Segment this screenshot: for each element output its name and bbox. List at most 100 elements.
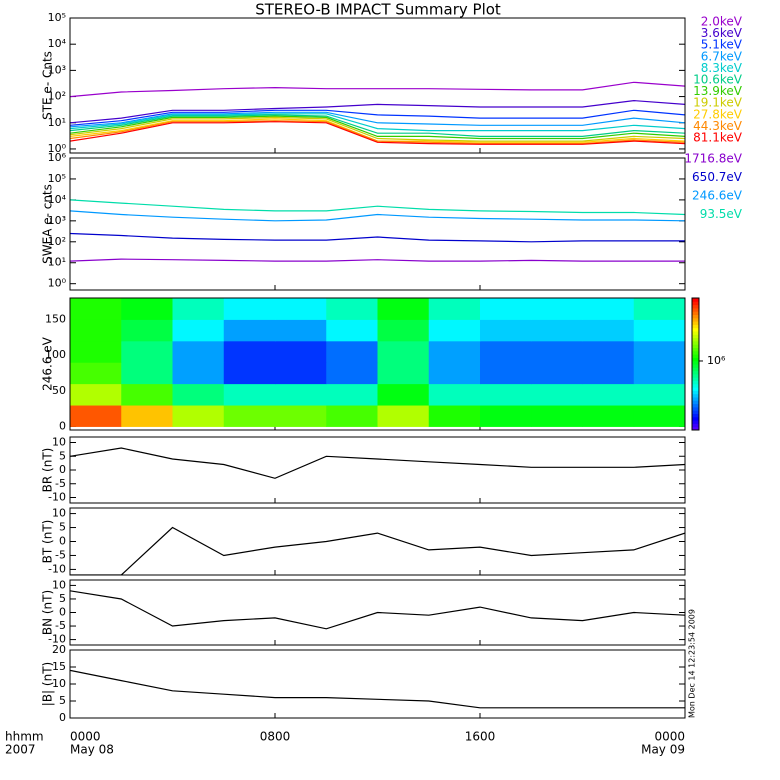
heatmap-cell [428, 362, 481, 385]
heatmap-cell [633, 405, 685, 427]
colorbar-step [692, 350, 699, 355]
y-axis-label: SWEA e- cnts [41, 184, 55, 264]
heatmap-cell [633, 383, 685, 406]
x-tick-label: 1600 [465, 730, 496, 744]
heatmap-cell [480, 298, 532, 320]
y-tick-label: 10 [52, 507, 66, 520]
heatmap-cell [121, 405, 173, 427]
heatmap-cell [275, 340, 327, 363]
plot-title: STEREO-B IMPACT Summary Plot [255, 1, 501, 19]
heatmap-cell [531, 319, 583, 342]
y-tick-label: 0 [59, 535, 66, 548]
heatmap-cell [223, 340, 276, 363]
heatmap-cell [326, 383, 378, 406]
y-axis-label: 246.6 eV [41, 336, 55, 391]
colorbar-step [692, 324, 699, 329]
legend-label: 8.3keV [701, 61, 743, 75]
colorbar-step [692, 403, 699, 408]
colorbar-step [692, 426, 699, 431]
y-tick-label: 10² [48, 90, 66, 103]
series-line [70, 232, 685, 243]
y-tick-label: 10¹ [48, 116, 66, 129]
end-date: May 09 [641, 743, 685, 757]
y-tick-label: 5 [59, 592, 66, 605]
series-line [70, 199, 685, 216]
y-tick-label: 10⁵ [48, 11, 66, 24]
heatmap-cell [121, 362, 173, 385]
y-tick-label: -10 [48, 633, 66, 646]
y-axis-label: BR (nT) [41, 448, 55, 493]
heatmap-cell [223, 383, 276, 406]
y-tick-label: 10⁵ [48, 172, 66, 185]
heatmap-cell [582, 340, 635, 363]
colorbar-step [692, 416, 699, 421]
legend-label: 246.6eV [692, 189, 743, 203]
colorbar-step [692, 383, 699, 388]
heatmap-cell [531, 340, 583, 363]
y-tick-label: 10⁰ [48, 142, 67, 155]
series-line [70, 447, 685, 479]
series-line [70, 590, 685, 630]
heatmap-cell [70, 319, 122, 342]
heatmap-cell [633, 298, 685, 320]
colorbar-step [692, 377, 699, 381]
colorbar-step [692, 387, 699, 391]
heatmap-cell [172, 319, 225, 342]
heatmap-cell [377, 319, 430, 342]
y-tick-label: 10⁰ [48, 277, 67, 290]
start-date: May 08 [70, 743, 114, 757]
y-tick-label: 10 [52, 436, 66, 449]
heatmap-cell [121, 319, 173, 342]
colorbar-step [692, 298, 699, 302]
y-axis-label: |B| (nT) [41, 662, 55, 706]
panel-frame [69, 507, 686, 576]
heatmap-cell [326, 298, 378, 320]
heatmap-cell [275, 319, 327, 342]
heatmap-cell [377, 405, 430, 427]
heatmap-cell [326, 362, 378, 385]
heatmap-cell [70, 383, 122, 406]
y-tick-label: 10³ [48, 63, 66, 76]
heatmap-cell [223, 362, 276, 385]
y-tick-label: 50 [52, 384, 66, 397]
colorbar-label: 10⁶ [707, 354, 726, 367]
colorbar-step [692, 334, 699, 339]
colorbar-step [692, 314, 699, 319]
colorbar-step [692, 317, 699, 322]
legend-label: 93.5eV [700, 207, 743, 221]
heatmap-cell [121, 383, 173, 406]
legend-label: 10.6keV [693, 73, 743, 87]
panel-frame [69, 579, 686, 646]
legend-label: 27.8keV [693, 107, 743, 121]
heatmap-cell [428, 298, 481, 320]
series-line [70, 258, 685, 262]
y-tick-label: 10¹ [48, 256, 66, 269]
colorbar-step [692, 370, 699, 375]
heatmap-cell [172, 362, 225, 385]
heatmap-cell [582, 319, 635, 342]
heatmap-cell [70, 405, 122, 427]
series-line [70, 121, 685, 145]
colorbar-step [692, 380, 699, 385]
heatmap-cell [70, 298, 122, 320]
panel-frame [69, 297, 686, 431]
heatmap-cell [377, 383, 430, 406]
heatmap-cell [480, 383, 532, 406]
time-format: hhmm [5, 730, 44, 744]
heatmap-cell [121, 298, 173, 320]
colorbar-step [692, 304, 699, 309]
y-tick-label: 10³ [48, 214, 66, 227]
series-line [70, 120, 685, 145]
heatmap-cell [428, 340, 481, 363]
legend-label: 81.1keV [693, 131, 743, 145]
colorbar-step [692, 344, 699, 348]
timestamp: Mon Dec 14 12:23:54 2009 [688, 609, 697, 718]
series-line [70, 116, 685, 142]
heatmap-cell [70, 340, 122, 363]
y-tick-label: 100 [45, 348, 66, 361]
heatmap-cell [531, 405, 583, 427]
heatmap-cell [172, 383, 225, 406]
series-line [70, 210, 685, 222]
colorbar-step [692, 410, 699, 414]
y-tick-label: -10 [48, 562, 66, 575]
